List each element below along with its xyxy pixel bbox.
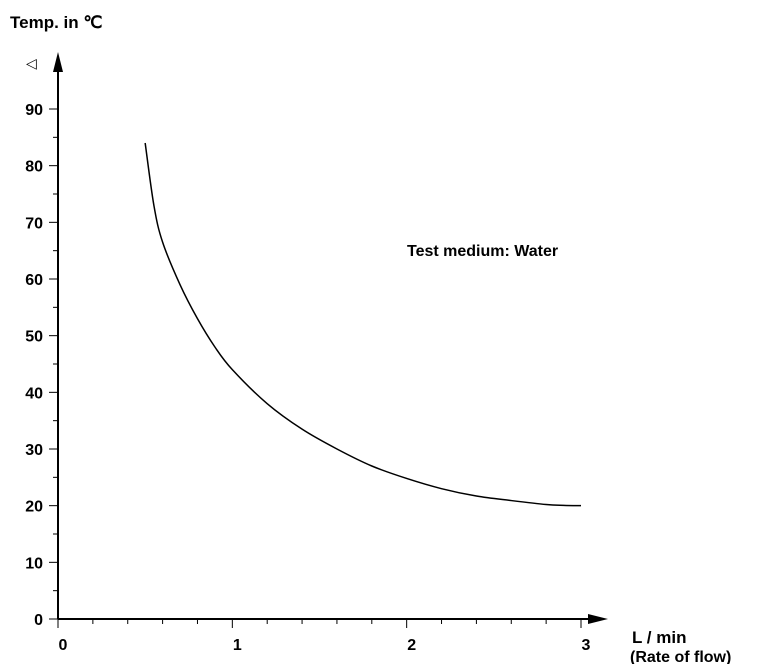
series-line (144, 142, 582, 507)
x-tick-label: 3 (582, 637, 591, 654)
y-tick-label: 70 (25, 215, 43, 232)
y-tick-label: 30 (25, 442, 43, 459)
y-tick-label: 80 (25, 159, 43, 176)
y-axis-marker-icon: ◁ (26, 56, 37, 72)
y-tick-label: 50 (25, 329, 43, 346)
y-axis-arrow-icon (53, 52, 63, 72)
x-tick-label: 0 (59, 637, 68, 654)
ticks: 0 10 20 30 40 50 60 70 80 90 0 1 2 3 (25, 102, 590, 654)
y-tick-label: 40 (25, 385, 43, 402)
x-axis-sublabel: (Rate of flow) (630, 649, 731, 664)
y-tick-label: 20 (25, 499, 43, 516)
x-axis-label: L / min (632, 628, 686, 647)
x-tick-label: 2 (407, 637, 416, 654)
y-tick-label: 10 (25, 555, 43, 572)
y-axis-label: Temp. in ℃ (10, 13, 102, 32)
y-tick-label: 90 (25, 102, 43, 119)
y-tick-label: 0 (34, 612, 43, 629)
x-tick-label: 1 (233, 637, 242, 654)
chart-annotation: Test medium: Water (407, 243, 558, 260)
axes (53, 52, 608, 624)
series (144, 142, 582, 507)
y-tick-label: 60 (25, 272, 43, 289)
x-axis-arrow-icon (588, 614, 608, 624)
